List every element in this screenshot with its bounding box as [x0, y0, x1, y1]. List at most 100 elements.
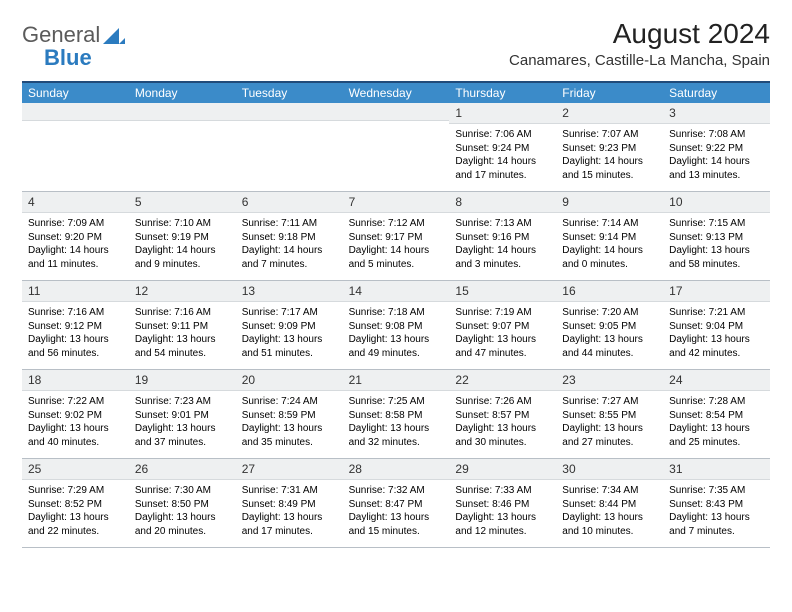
day-cell: 23Sunrise: 7:27 AMSunset: 8:55 PMDayligh…: [556, 370, 663, 458]
sunset-text: Sunset: 9:12 PM: [28, 320, 123, 334]
daylight-text: Daylight: 14 hours and 9 minutes.: [135, 244, 230, 271]
sunset-text: Sunset: 9:07 PM: [455, 320, 550, 334]
day-cell: 15Sunrise: 7:19 AMSunset: 9:07 PMDayligh…: [449, 281, 556, 369]
daylight-text: Daylight: 13 hours and 32 minutes.: [349, 422, 444, 449]
day-number: 26: [129, 459, 236, 480]
day-number: 5: [129, 192, 236, 213]
sunset-text: Sunset: 8:57 PM: [455, 409, 550, 423]
day-cell: 27Sunrise: 7:31 AMSunset: 8:49 PMDayligh…: [236, 459, 343, 547]
day-number: 2: [556, 103, 663, 124]
sunrise-text: Sunrise: 7:10 AM: [135, 217, 230, 231]
sunset-text: Sunset: 8:54 PM: [669, 409, 764, 423]
sunset-text: Sunset: 9:09 PM: [242, 320, 337, 334]
day-cell: 8Sunrise: 7:13 AMSunset: 9:16 PMDaylight…: [449, 192, 556, 280]
daylight-text: Daylight: 13 hours and 30 minutes.: [455, 422, 550, 449]
daylight-text: Daylight: 13 hours and 22 minutes.: [28, 511, 123, 538]
sunset-text: Sunset: 8:46 PM: [455, 498, 550, 512]
week-row: 1Sunrise: 7:06 AMSunset: 9:24 PMDaylight…: [22, 103, 770, 192]
daylight-text: Daylight: 13 hours and 51 minutes.: [242, 333, 337, 360]
sunrise-text: Sunrise: 7:18 AM: [349, 306, 444, 320]
daylight-text: Daylight: 13 hours and 25 minutes.: [669, 422, 764, 449]
sunrise-text: Sunrise: 7:32 AM: [349, 484, 444, 498]
weekday-header: Saturday: [663, 83, 770, 103]
daylight-text: Daylight: 14 hours and 5 minutes.: [349, 244, 444, 271]
sunset-text: Sunset: 8:47 PM: [349, 498, 444, 512]
day-cell: 9 Sunrise: 7:14 AMSunset: 9:14 PMDaylight…: [556, 192, 663, 280]
sunrise-text: Sunrise: 7:13 AM: [455, 217, 550, 231]
day-cell: 2Sunrise: 7:07 AMSunset: 9:23 PMDaylight…: [556, 103, 663, 191]
day-number: 14: [343, 281, 450, 302]
sunrise-text: Sunrise: 7:33 AM: [455, 484, 550, 498]
day-cell: 22Sunrise: 7:26 AMSunset: 8:57 PMDayligh…: [449, 370, 556, 458]
sunrise-text: Sunrise: 7:11 AM: [242, 217, 337, 231]
sunset-text: Sunset: 9:14 PM: [562, 231, 657, 245]
day-cell: 18Sunrise: 7:22 AMSunset: 9:02 PMDayligh…: [22, 370, 129, 458]
sunset-text: Sunset: 8:50 PM: [135, 498, 230, 512]
day-number: 13: [236, 281, 343, 302]
sunrise-text: Sunrise: 7:14 AM: [562, 217, 657, 231]
day-cell: 31 Sunrise: 7:35 AMSunset: 8:43 PMDayligh…: [663, 459, 770, 547]
day-number: 11: [22, 281, 129, 302]
day-number: 30: [556, 459, 663, 480]
day-number: 17: [663, 281, 770, 302]
sunrise-text: Sunrise: 7:31 AM: [242, 484, 337, 498]
daylight-text: Daylight: 14 hours and 0 minutes.: [562, 244, 657, 271]
daylight-text: Daylight: 14 hours and 3 minutes.: [455, 244, 550, 271]
day-cell: 16Sunrise: 7:20 AMSunset: 9:05 PMDayligh…: [556, 281, 663, 369]
weekday-header: Monday: [129, 83, 236, 103]
day-number: 10: [663, 192, 770, 213]
day-number: 20: [236, 370, 343, 391]
week-row: 4Sunrise: 7:09 AMSunset: 9:20 PMDaylight…: [22, 192, 770, 281]
day-cell: [236, 103, 343, 191]
sunrise-text: Sunrise: 7:35 AM: [669, 484, 764, 498]
month-title: August 2024: [509, 18, 770, 50]
day-number: 29: [449, 459, 556, 480]
day-number: 24: [663, 370, 770, 391]
sunset-text: Sunset: 9:04 PM: [669, 320, 764, 334]
day-number: 21: [343, 370, 450, 391]
sunset-text: Sunset: 8:43 PM: [669, 498, 764, 512]
day-number: 8: [449, 192, 556, 213]
sunset-text: Sunset: 9:23 PM: [562, 142, 657, 156]
sunrise-text: Sunrise: 7:27 AM: [562, 395, 657, 409]
weekday-header: Friday: [556, 83, 663, 103]
daylight-text: Daylight: 13 hours and 44 minutes.: [562, 333, 657, 360]
daylight-text: Daylight: 14 hours and 15 minutes.: [562, 155, 657, 182]
daylight-text: Daylight: 13 hours and 10 minutes.: [562, 511, 657, 538]
sunrise-text: Sunrise: 7:30 AM: [135, 484, 230, 498]
week-row: 25Sunrise: 7:29 AMSunset: 8:52 PMDayligh…: [22, 459, 770, 548]
weekday-header-row: SundayMondayTuesdayWednesdayThursdayFrid…: [22, 83, 770, 103]
daylight-text: Daylight: 14 hours and 11 minutes.: [28, 244, 123, 271]
sunrise-text: Sunrise: 7:08 AM: [669, 128, 764, 142]
day-number: [129, 103, 236, 121]
sunset-text: Sunset: 9:02 PM: [28, 409, 123, 423]
weekday-header: Sunday: [22, 83, 129, 103]
day-number: 7: [343, 192, 450, 213]
week-row: 11Sunrise: 7:16 AMSunset: 9:12 PMDayligh…: [22, 281, 770, 370]
weekday-header: Wednesday: [343, 83, 450, 103]
sunrise-text: Sunrise: 7:29 AM: [28, 484, 123, 498]
weekday-header: Tuesday: [236, 83, 343, 103]
day-number: 22: [449, 370, 556, 391]
daylight-text: Daylight: 13 hours and 49 minutes.: [349, 333, 444, 360]
day-number: 9: [556, 192, 663, 213]
daylight-text: Daylight: 13 hours and 47 minutes.: [455, 333, 550, 360]
title-block: August 2024 Canamares, Castille-La Manch…: [509, 18, 770, 69]
day-cell: [129, 103, 236, 191]
day-cell: 5Sunrise: 7:10 AMSunset: 9:19 PMDaylight…: [129, 192, 236, 280]
daylight-text: Daylight: 13 hours and 27 minutes.: [562, 422, 657, 449]
daylight-text: Daylight: 13 hours and 17 minutes.: [242, 511, 337, 538]
daylight-text: Daylight: 14 hours and 17 minutes.: [455, 155, 550, 182]
day-cell: [343, 103, 450, 191]
sunset-text: Sunset: 8:55 PM: [562, 409, 657, 423]
sunset-text: Sunset: 8:59 PM: [242, 409, 337, 423]
daylight-text: Daylight: 13 hours and 40 minutes.: [28, 422, 123, 449]
day-cell: [22, 103, 129, 191]
daylight-text: Daylight: 13 hours and 7 minutes.: [669, 511, 764, 538]
day-number: 31: [663, 459, 770, 480]
day-number: 1: [449, 103, 556, 124]
day-number: 3: [663, 103, 770, 124]
sunrise-text: Sunrise: 7:09 AM: [28, 217, 123, 231]
sunrise-text: Sunrise: 7:17 AM: [242, 306, 337, 320]
sunset-text: Sunset: 9:20 PM: [28, 231, 123, 245]
